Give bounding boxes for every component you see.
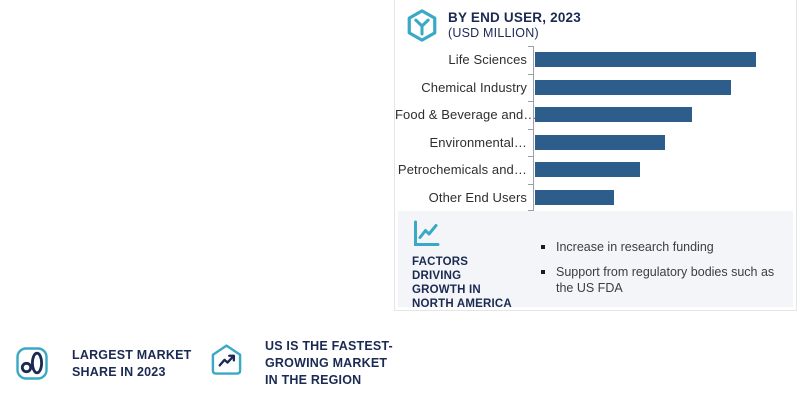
factors-panel: FACTORS DRIVING GROWTH IN NORTH AMERICA … — [398, 211, 793, 310]
bar-row: Petrochemicals and… — [395, 156, 790, 184]
bar-row: Food & Beverage and… — [395, 101, 790, 129]
bar — [535, 52, 756, 68]
axis-tick — [528, 101, 533, 102]
badge-label: US IS THE FASTEST-GROWING MARKET IN THE … — [265, 339, 393, 387]
fastest-growing-badge: US IS THE FASTEST-GROWING MARKET IN THE … — [210, 338, 393, 389]
hexagon-cube-icon — [407, 9, 437, 42]
axis-tick — [528, 128, 533, 130]
y-axis-line — [533, 46, 534, 211]
chart-title: BY END USER, 2023 — [448, 10, 581, 25]
bar — [535, 162, 641, 178]
category-label: Other End Users — [428, 189, 527, 205]
axis-tick — [528, 46, 533, 47]
bar-row: Other End Users — [395, 184, 790, 212]
bar-track — [535, 52, 790, 68]
line-chart-icon — [414, 220, 440, 246]
axis-tick — [528, 210, 533, 211]
house-growth-arrow-icon — [211, 344, 242, 375]
largest-market-badge: LARGEST MARKET SHARE IN 2023 — [16, 344, 194, 381]
category-label: Petrochemicals and… — [397, 162, 527, 178]
bar-row: Environmental… — [395, 129, 790, 157]
axis-tick — [528, 73, 533, 75]
factor-item: Support from regulatory bodies such as t… — [540, 264, 783, 296]
category-label: Environmental… — [429, 134, 527, 150]
bar-row: Life Sciences — [395, 46, 790, 74]
factors-title: FACTORS DRIVING GROWTH IN NORTH AMERICA — [412, 256, 512, 310]
bar-track — [535, 107, 790, 123]
category-label: Chemical Industry — [421, 79, 527, 95]
bar — [535, 107, 692, 123]
category-label: Life Sciences — [448, 52, 527, 68]
chart-header: BY END USER, 2023 (USD MILLION) — [395, 0, 796, 44]
bar-track — [535, 162, 790, 178]
factor-item: Increase in research funding — [540, 239, 783, 255]
bar-row: Chemical Industry — [395, 74, 790, 102]
axis-tick — [528, 183, 533, 185]
bar — [535, 134, 666, 150]
bar-track — [535, 134, 790, 150]
end-user-chart-card: BY END USER, 2023 (USD MILLION) Life Sci… — [394, 0, 797, 311]
badge-label: LARGEST MARKET SHARE IN 2023 — [72, 348, 192, 379]
bar-chart-rounded-square-icon — [16, 347, 48, 380]
chart-units: (USD MILLION) — [448, 26, 539, 40]
bar-track — [535, 189, 790, 205]
axis-tick — [528, 156, 533, 157]
bar — [535, 189, 614, 205]
category-label: Food & Beverage and… — [395, 107, 537, 123]
factors-heading-block: FACTORS DRIVING GROWTH IN NORTH AMERICA — [412, 220, 518, 310]
factors-list: Increase in research funding Support fro… — [518, 239, 783, 307]
bar-track — [535, 79, 790, 95]
end-user-bar-chart: Life Sciences Chemical Industry Food & B… — [395, 46, 790, 211]
bar — [535, 79, 731, 95]
